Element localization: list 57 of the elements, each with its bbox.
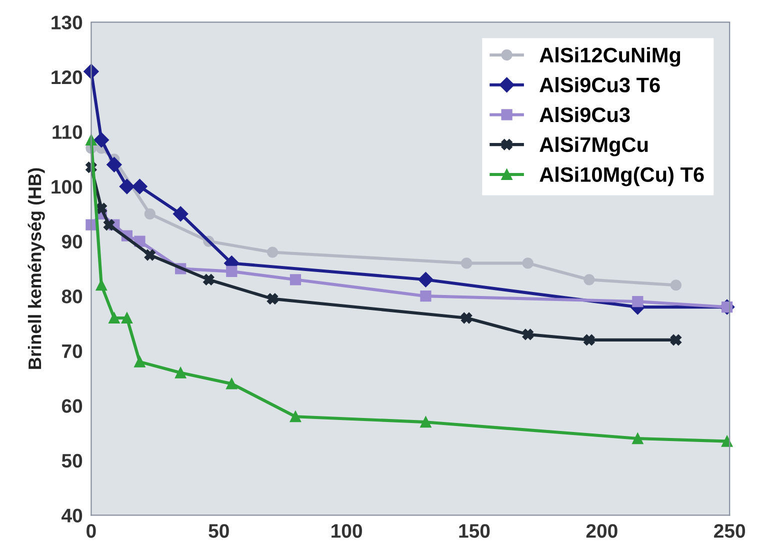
legend-label: AlSi9Cu3 [540,106,630,122]
x-tick-label: 150 [459,524,490,538]
point [461,312,472,324]
point [106,157,122,172]
point [584,334,595,346]
point [203,274,214,286]
point [144,249,156,261]
point [670,334,682,346]
point [132,178,148,194]
point [226,378,238,390]
point [584,274,595,286]
x-tick-label: 50 [208,524,229,538]
y-tick-label: 110 [52,125,82,139]
x-tick-label: 250 [714,524,746,538]
y-tick-label: 40 [62,508,82,522]
y-axis-title: Brinell keménység (HB) [28,168,45,369]
point [418,272,434,288]
y-tick-label: 120 [52,70,82,84]
point [134,356,146,368]
point [119,178,135,194]
y-tick-label: 90 [62,234,82,249]
point [121,312,133,324]
point [266,246,278,258]
legend-label: AlSi10Mg(Cu) T6 [540,166,704,186]
point [670,280,682,291]
x-tick-label: 100 [332,524,362,538]
point [290,274,302,286]
point [632,432,644,444]
point [461,258,472,269]
point [104,219,115,230]
point [96,202,107,214]
y-tick-label: 100 [52,180,82,194]
point [96,280,107,291]
point [420,290,432,302]
point [632,296,644,308]
point [522,328,534,340]
y-tick-label: 80 [62,290,82,304]
y-tick-label: 70 [62,344,82,358]
legend-label: AlSi12CuNiMg [540,47,680,67]
point [175,367,186,378]
point [226,266,238,277]
x-tick-label: 200 [586,524,618,538]
point [522,258,534,269]
point [144,208,156,220]
legend-label: AlSi7MgCu [540,136,648,156]
legend-label: AlSi9Cu3 T6 [540,77,660,92]
point [266,293,278,304]
point [108,312,120,324]
point [173,206,188,222]
point [721,436,733,447]
y-tick-label: 130 [52,16,82,30]
point [420,416,432,428]
x-tick-label: 0 [86,524,96,538]
point [94,132,109,148]
point [290,411,302,422]
y-tick-label: 60 [62,399,82,413]
y-tick-label: 50 [62,454,82,468]
